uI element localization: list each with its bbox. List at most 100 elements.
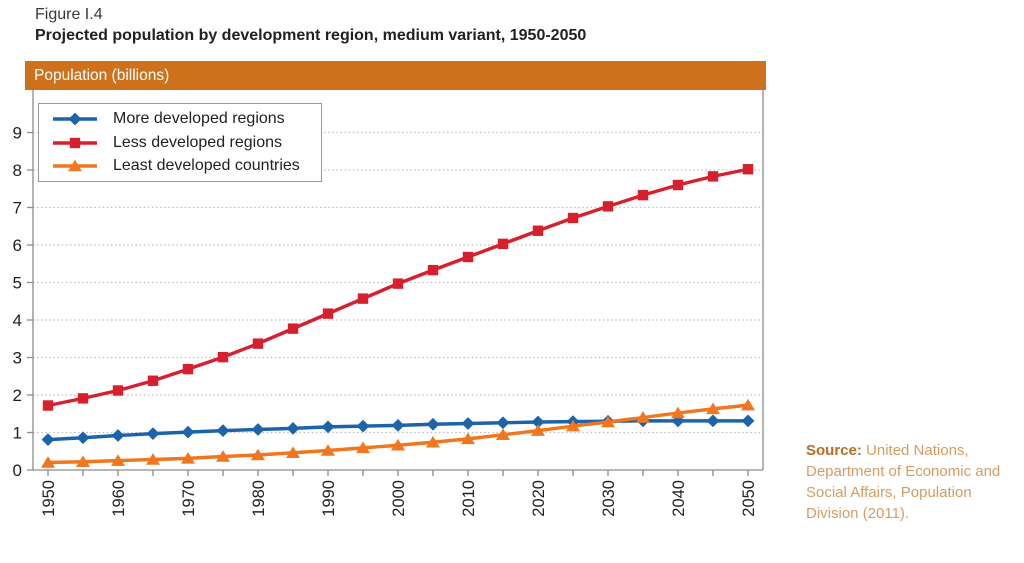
diamond-marker — [111, 429, 125, 442]
triangle-marker — [566, 419, 580, 432]
y-tick-label: 5 — [13, 274, 22, 293]
triangle-icon — [68, 159, 82, 172]
square-marker — [287, 323, 299, 334]
diamond-marker — [146, 427, 160, 441]
diamond-icon — [68, 112, 82, 126]
diamond-marker — [496, 416, 510, 430]
source-text: United Nations, Department of Economic a… — [806, 442, 1001, 522]
x-tick-label: 1960 — [110, 480, 128, 517]
triangle-marker — [41, 456, 55, 468]
triangle-marker — [461, 432, 475, 445]
diamond-marker — [461, 417, 475, 430]
legend-label: Less developed regions — [113, 133, 283, 151]
square-marker — [532, 225, 544, 236]
diamond-marker — [671, 414, 685, 428]
y-tick-label: 4 — [13, 311, 22, 330]
y-tick-label: 1 — [13, 424, 22, 443]
diamond-marker — [741, 414, 755, 428]
y-tick-label: 8 — [13, 161, 22, 180]
square-marker — [427, 264, 439, 276]
x-tick-label: 1950 — [40, 480, 58, 517]
y-tick-label: 9 — [13, 124, 22, 143]
y-axis-title: Population (billions) — [34, 66, 170, 84]
figure-title: Projected population by development regi… — [35, 27, 587, 44]
x-tick-label: 2050 — [740, 480, 758, 517]
triangle-marker — [391, 438, 405, 451]
legend-item: More developed regions — [52, 110, 321, 128]
diamond-marker — [251, 423, 265, 436]
square-marker — [497, 238, 509, 250]
triangle-marker — [636, 411, 650, 423]
legend-item: Least developed countries — [52, 157, 321, 175]
square-marker — [252, 338, 264, 349]
square-marker — [182, 363, 194, 375]
legend-item: Less developed regions — [52, 134, 321, 152]
y-tick-label: 6 — [13, 236, 22, 255]
triangle-marker — [181, 451, 195, 464]
triangle-marker — [216, 450, 230, 462]
x-tick-label: 1990 — [320, 480, 338, 517]
triangle-marker — [146, 453, 160, 465]
square-icon — [69, 137, 81, 148]
y-tick-label: 7 — [13, 199, 22, 218]
triangle-line-icon — [53, 159, 97, 172]
triangle-marker — [286, 446, 300, 458]
triangle-marker — [356, 441, 370, 454]
square-marker — [672, 179, 684, 191]
square-marker — [217, 351, 229, 363]
x-tick-label: 1970 — [180, 480, 198, 517]
square-marker — [322, 308, 334, 319]
panel-header: Population (billions) — [25, 61, 766, 90]
square-marker — [42, 400, 54, 411]
square-marker — [567, 212, 579, 224]
diamond-line-icon — [53, 112, 97, 126]
square-marker — [462, 251, 474, 263]
square-marker — [742, 164, 754, 175]
diamond-marker — [216, 424, 230, 438]
x-tick-label: 1980 — [250, 480, 268, 517]
diamond-marker — [41, 433, 55, 447]
triangle-marker — [531, 424, 545, 436]
triangle-marker — [111, 454, 125, 466]
y-tick-label: 3 — [13, 349, 22, 368]
diamond-marker — [181, 425, 195, 439]
diamond-marker — [706, 414, 720, 428]
triangle-marker — [251, 448, 265, 461]
x-tick-label: 2020 — [530, 480, 548, 517]
legend-label: Least developed countries — [113, 157, 300, 175]
x-tick-label: 2000 — [390, 480, 408, 517]
triangle-marker — [496, 428, 510, 440]
triangle-marker — [741, 398, 755, 411]
square-marker — [637, 189, 649, 201]
source-note: Source: United Nations, Department of Ec… — [806, 440, 1014, 524]
triangle-marker — [426, 435, 440, 448]
diamond-marker — [356, 419, 370, 433]
diamond-marker — [391, 418, 405, 432]
diamond-marker — [76, 431, 90, 445]
square-marker — [77, 393, 89, 404]
figure-label: Figure I.4 — [35, 6, 103, 23]
square-marker — [112, 385, 124, 396]
square-marker — [357, 293, 369, 304]
triangle-marker — [321, 444, 335, 456]
square-marker — [707, 171, 719, 182]
triangle-marker — [76, 455, 90, 467]
square-marker — [602, 201, 614, 212]
x-tick-label: 2030 — [600, 480, 618, 517]
triangle-marker — [706, 402, 720, 415]
square-line-icon — [53, 137, 97, 148]
triangle-marker — [601, 415, 615, 428]
diamond-marker — [286, 421, 300, 435]
diamond-marker — [531, 415, 545, 429]
source-label: Source: — [806, 442, 862, 459]
triangle-marker — [671, 406, 685, 419]
square-marker — [392, 278, 404, 289]
y-tick-label: 0 — [13, 461, 22, 480]
legend-label: More developed regions — [113, 109, 285, 127]
diamond-marker — [321, 420, 335, 434]
legend-box: More developed regions Less developed re… — [38, 103, 322, 182]
x-tick-label: 2010 — [460, 480, 478, 517]
square-marker — [147, 375, 159, 386]
